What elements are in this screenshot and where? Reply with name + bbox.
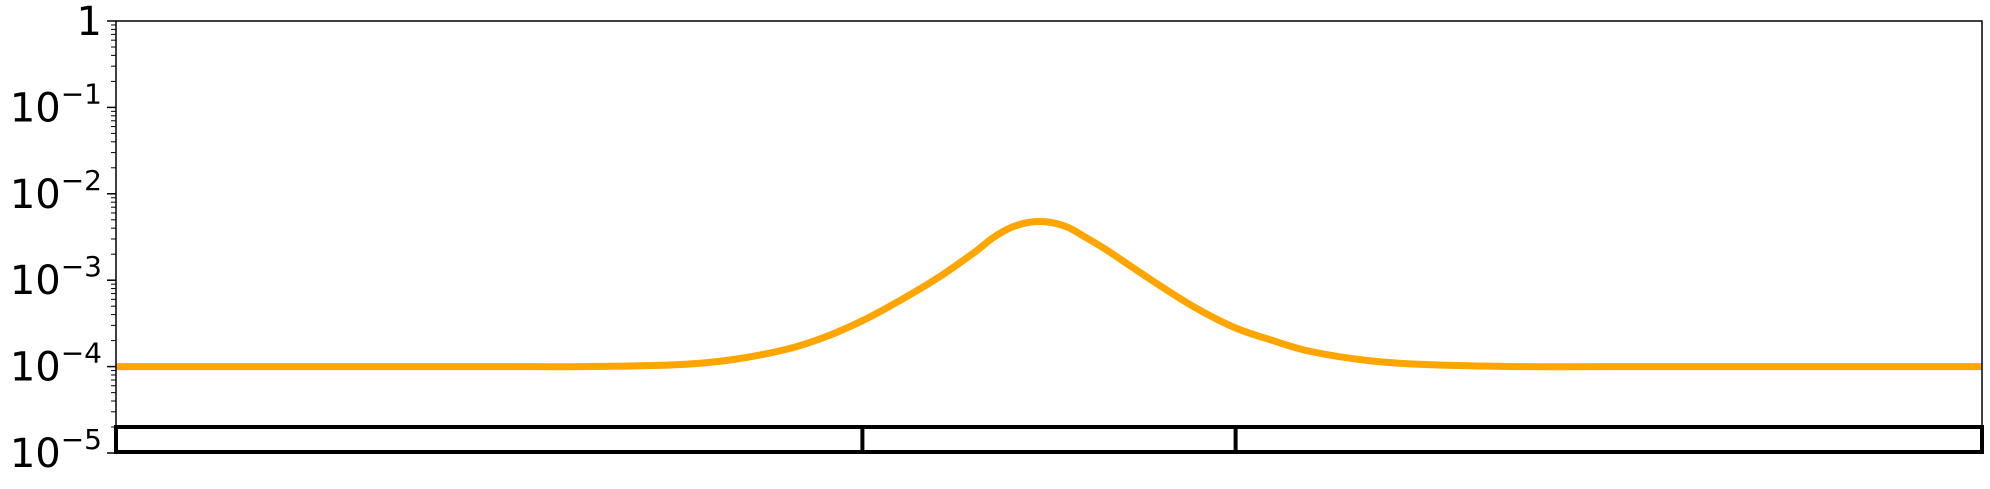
y-tick-label-base: 10 bbox=[10, 85, 61, 131]
y-tick-label-exponent: −2 bbox=[61, 164, 102, 197]
y-tick-label-base: 1 bbox=[77, 0, 102, 45]
y-tick-label-base: 10 bbox=[10, 258, 61, 304]
series-line bbox=[116, 217, 1982, 371]
y-tick-label: 10−2 bbox=[10, 164, 102, 218]
series-layer bbox=[116, 217, 1982, 371]
segment-bar bbox=[114, 425, 1984, 454]
y-tick-label: 10−5 bbox=[10, 423, 102, 477]
y-tick-label-exponent: −5 bbox=[61, 423, 102, 456]
y-tick-label-base: 10 bbox=[10, 345, 61, 391]
y-tick-label: 10−4 bbox=[10, 337, 102, 391]
y-axis-ticks bbox=[107, 20, 116, 454]
y-tick-label: 10−3 bbox=[10, 250, 102, 304]
y-tick-label-exponent: −4 bbox=[61, 337, 102, 370]
y-tick-label: 10−1 bbox=[10, 77, 102, 131]
y-tick-label-exponent: −3 bbox=[61, 250, 102, 283]
y-tick-label-exponent: −1 bbox=[61, 77, 102, 110]
segment-bar-outline bbox=[114, 425, 1984, 454]
y-axis-minor-ticks bbox=[111, 24, 116, 428]
y-tick-label: 1 bbox=[77, 0, 102, 45]
y-tick-label-base: 10 bbox=[10, 431, 61, 477]
plot-frame bbox=[115, 20, 1983, 454]
y-tick-label-base: 10 bbox=[10, 172, 61, 218]
y-axis-tick-labels: 110−110−210−310−410−5 bbox=[10, 0, 102, 477]
